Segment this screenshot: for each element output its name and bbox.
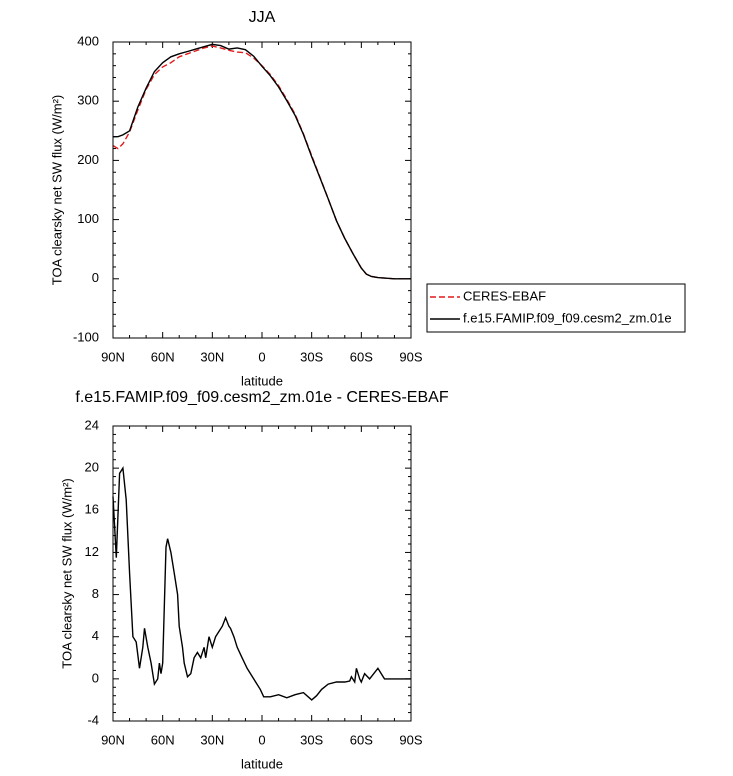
y-tick-label: 0 [92,270,99,285]
x-tick-label: 90S [399,349,422,364]
x-tick-label: 90N [101,349,125,364]
y-tick-label: 24 [85,417,99,432]
legend-label: CERES-EBAF [463,288,546,303]
x-axis-label: latitude [241,756,283,771]
y-tick-label: 300 [77,93,99,108]
plot-frame [112,41,412,339]
y-tick-label: 12 [85,544,99,559]
y-tick-label: 16 [85,502,99,517]
legend-label: f.e15.FAMIP.f09_f09.cesm2_zm.01e [463,310,672,325]
chart-title: JJA [249,9,276,26]
y-tick-label: 20 [85,460,99,475]
y-tick-label: 8 [92,586,99,601]
y-tick-label: -4 [87,712,99,727]
y-tick-label: -100 [73,329,99,344]
x-tick-label: 60N [151,732,175,747]
data-line [112,45,411,280]
y-tick-label: 0 [92,670,99,685]
x-tick-label: 30N [200,349,224,364]
y-axis-label: TOA clearsky net SW flux (W/m²) [49,95,64,285]
y-axis-label: TOA clearsky net SW flux (W/m²) [59,478,74,668]
plot-frame [112,425,412,722]
y-tick-label: 400 [77,33,99,48]
x-tick-label: 60S [350,732,373,747]
data-line [113,43,411,280]
y-tick-label: 200 [77,152,99,167]
x-axis-label: latitude [241,373,283,388]
x-tick-label: 60N [151,349,175,364]
x-tick-label: 30N [200,732,224,747]
x-tick-label: 60S [350,349,373,364]
x-tick-label: 90S [399,732,422,747]
x-tick-label: 0 [258,349,265,364]
x-tick-label: 0 [258,732,265,747]
legend-box [426,283,686,333]
y-tick-label: 4 [92,628,99,643]
chart-title: f.e15.FAMIP.f09_f09.cesm2_zm.01e - CERES… [75,389,448,406]
x-tick-label: 90N [101,732,125,747]
data-line [112,465,411,701]
x-tick-label: 30S [300,349,323,364]
y-tick-label: 100 [77,211,99,226]
x-tick-label: 30S [300,732,323,747]
